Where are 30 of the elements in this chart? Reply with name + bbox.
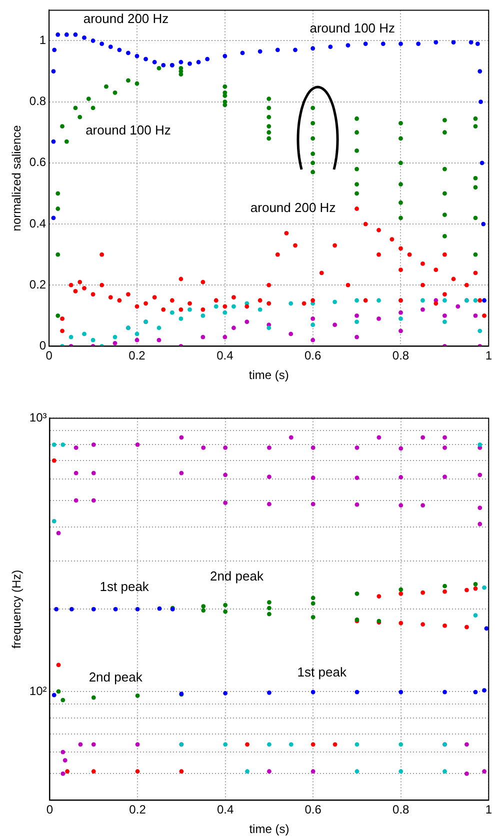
y-tick-label: 0.8 (29, 94, 46, 108)
x-tick-label: 0.6 (304, 802, 322, 817)
x-axis-title: time (s) (249, 822, 290, 836)
x-tick-label: 1 (485, 348, 492, 363)
y-tick-label: 10³ (29, 410, 47, 425)
annotation: 1st peak (297, 664, 347, 680)
annotation: around 200 Hz (83, 10, 169, 26)
annotation: around 100 Hz (86, 122, 171, 138)
y-tick-label: 1 (39, 33, 46, 48)
annotation: around 200 Hz (250, 200, 336, 216)
y-tick-label: 0.2 (29, 277, 46, 292)
annotation: 1st peak (100, 579, 150, 594)
x-tick-label: 0.4 (216, 802, 234, 817)
annotation: 2nd peak (210, 568, 264, 584)
x-tick-label: 0.2 (129, 802, 146, 817)
y-tick-label: 10² (29, 684, 47, 698)
y-tick-label: 0.6 (29, 155, 46, 170)
x-tick-label: 1 (485, 802, 492, 817)
y-axis-title: frequency (Hz) (10, 570, 24, 649)
x-tick-label: 0.2 (128, 348, 146, 363)
y-axis-title: normalized salience (10, 124, 24, 232)
annotation: around 100 Hz (310, 20, 396, 36)
y-tick-label: 0 (39, 338, 46, 353)
x-tick-label: 0.4 (216, 348, 234, 363)
x-tick-label: 0.8 (392, 348, 410, 363)
y-tick-label: 0.4 (29, 216, 46, 230)
annotation: 2nd peak (88, 670, 143, 685)
x-tick-label: 0.6 (304, 348, 322, 363)
x-axis-title: time (s) (248, 368, 289, 382)
x-tick-label: 0.8 (392, 802, 410, 817)
